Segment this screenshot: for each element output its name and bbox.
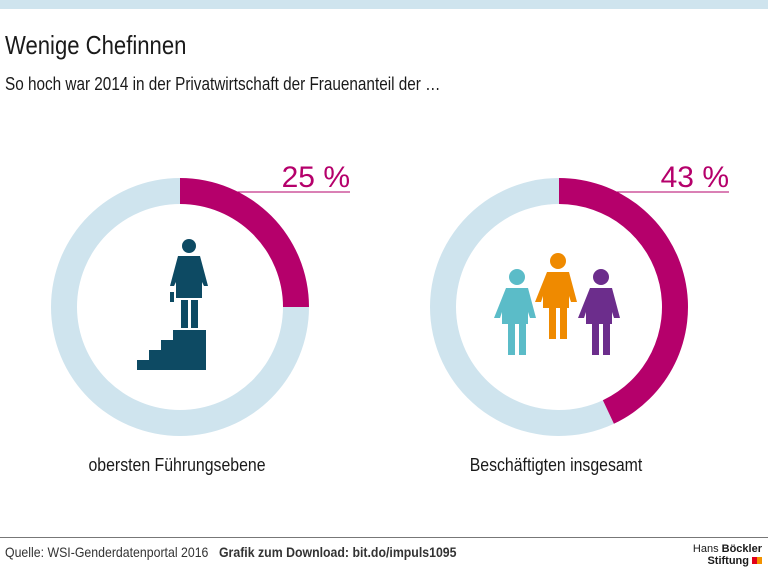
caption-all-employees: Beschäftigten insgesamt [469, 455, 643, 475]
subtitle: So hoch war 2014 in der Privatwirtschaft… [5, 74, 441, 94]
page-title: Wenige Chefinnen [5, 30, 187, 60]
hans-boeckler-logo: Hans Böckler Stiftung [692, 543, 762, 567]
year: 2016 [181, 544, 209, 560]
source-line: Quelle: WSI-Genderdatenportal 2016 Grafik… [5, 544, 457, 560]
value-label: 43 % [661, 161, 729, 194]
caption-top-management: obersten Führungsebene [88, 455, 266, 475]
businesswoman-on-stairs-icon [137, 239, 208, 370]
top-bar [0, 0, 768, 9]
donut-share-segment [559, 178, 689, 424]
source: Quelle: WSI-Genderdatenportal [5, 544, 178, 560]
value-label: 25 % [282, 161, 350, 194]
footer-divider [0, 537, 768, 538]
donut-share-segment [180, 178, 309, 307]
download-link[interactable]: Grafik zum Download: bit.do/impuls1095 [218, 544, 457, 560]
donut-rest-segment [430, 178, 614, 436]
three-women-icon [494, 253, 620, 355]
